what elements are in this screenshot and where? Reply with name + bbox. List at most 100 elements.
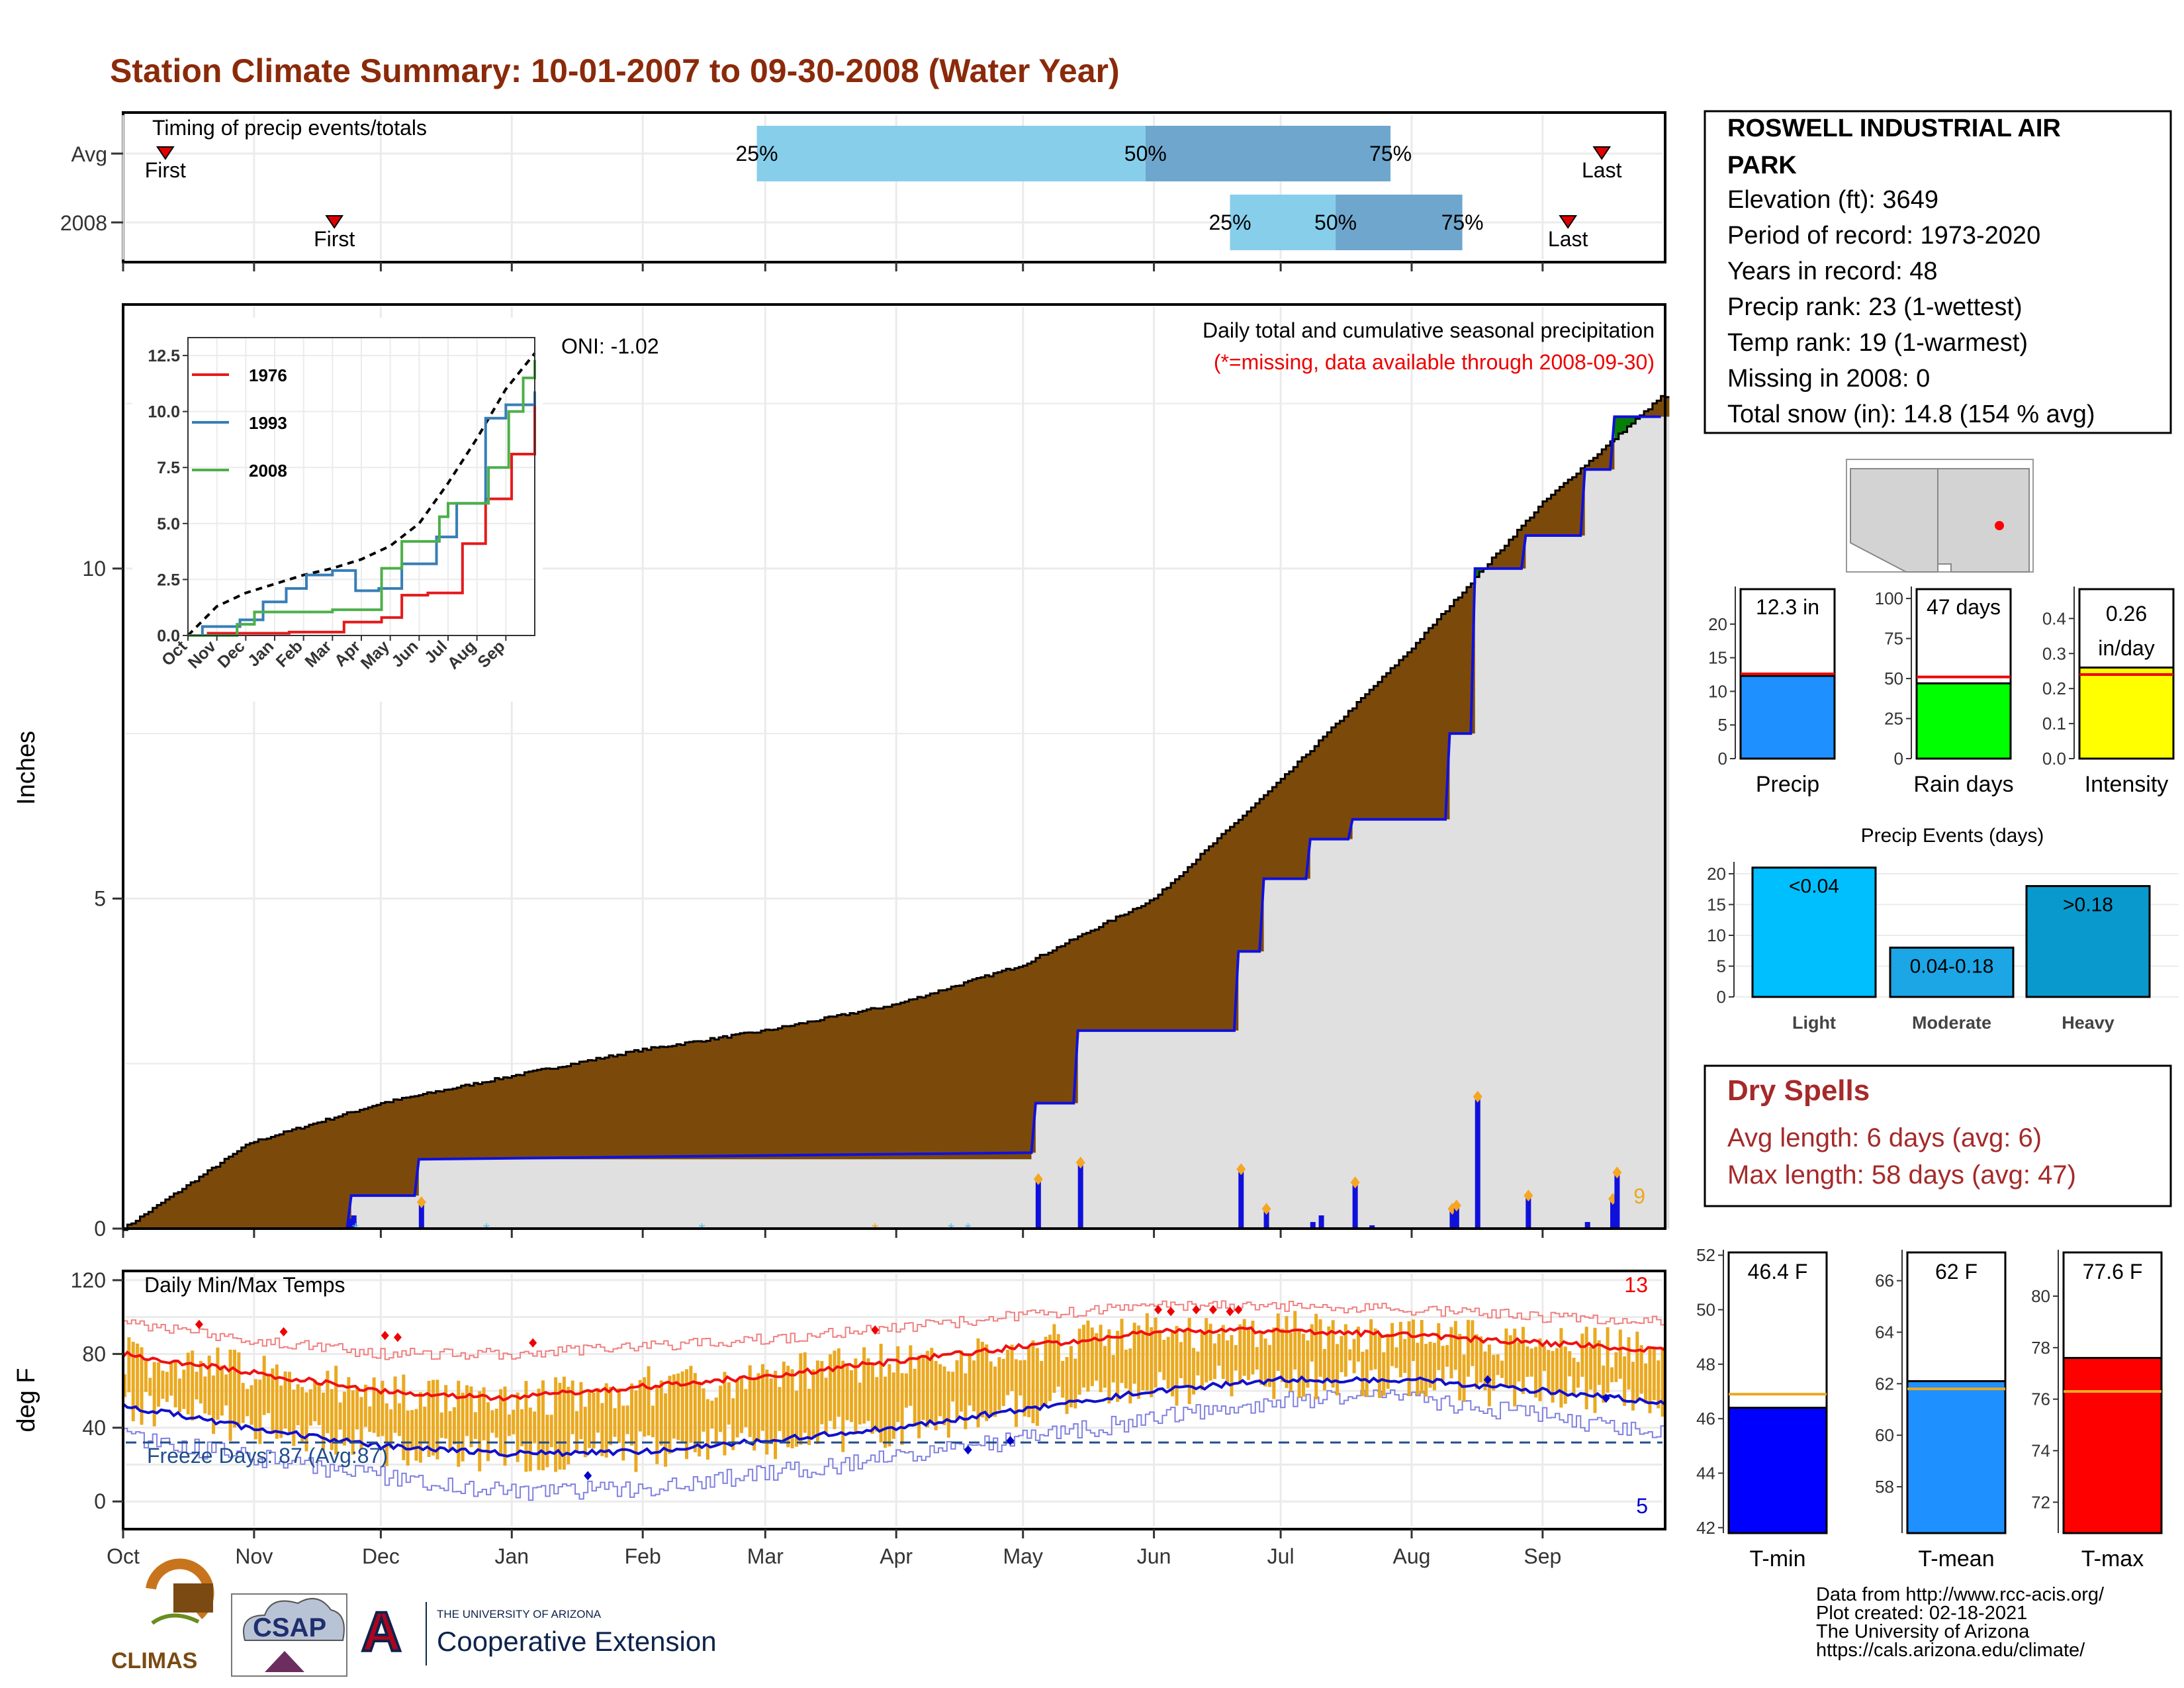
summary-tick-label-2-3: 0.3 bbox=[2042, 643, 2066, 663]
precip-yticks: 0 5 10 bbox=[82, 557, 123, 1241]
y2008-q50-75-bar bbox=[1336, 195, 1463, 250]
temp-summary-tick-label-1-4: 66 bbox=[1875, 1271, 1894, 1291]
precip-ytick-label-1: 5 bbox=[94, 886, 106, 910]
cumulative-average-area bbox=[123, 396, 1670, 1230]
daily-precip-bar-1 bbox=[351, 1215, 357, 1229]
temp-summary-tick-label-0-1: 44 bbox=[1696, 1463, 1715, 1483]
temp-ytick-label-2: 80 bbox=[82, 1342, 106, 1366]
station-snow: Total snow (in): 14.8 (154 % avg) bbox=[1727, 400, 2095, 428]
y2008-last-marker bbox=[1559, 215, 1578, 229]
summary-value-2-a: 0.26 bbox=[2106, 602, 2147, 626]
ua-small-text: THE UNIVERSITY OF ARIZONA bbox=[437, 1608, 602, 1620]
precip-ylabel: Inches bbox=[13, 731, 40, 805]
map-station-marker bbox=[1995, 521, 2004, 530]
inset-bg bbox=[132, 318, 543, 702]
record-low-marker-2 bbox=[1006, 1436, 1015, 1446]
inset-chart: 0.02.55.07.510.012.5OctNovDecJanFebMarAp… bbox=[132, 318, 543, 702]
events-tick-label-1: 5 bbox=[1717, 956, 1726, 976]
csap-cloud bbox=[243, 1597, 345, 1641]
record-high-marker-4 bbox=[529, 1338, 537, 1348]
summary-tick-label-0-1: 5 bbox=[1718, 715, 1727, 735]
events-tick-label-4: 20 bbox=[1707, 864, 1726, 884]
month-label-nov: Nov bbox=[235, 1544, 273, 1568]
record-low-marker-1 bbox=[964, 1445, 972, 1455]
month-label-apr: Apr bbox=[880, 1544, 913, 1568]
avg-q25-50-bar bbox=[756, 126, 1146, 181]
legend-label-2008: 2008 bbox=[249, 461, 287, 481]
record-high-marker-1 bbox=[279, 1327, 288, 1336]
summary-bars: 0 5 10 15 20 12.3 in Precip 0 25 50 75 100 47 days Ra… bbox=[1708, 586, 2175, 797]
footer-line3: The University of Arizona bbox=[1816, 1621, 2030, 1642]
avg-min-line bbox=[122, 1375, 1666, 1458]
timing-row-avg-label: Avg bbox=[71, 142, 107, 166]
daily-precip-bar-10 bbox=[1369, 1225, 1375, 1229]
cumulative-average-line bbox=[123, 395, 1670, 1231]
temp-ytick-label-3: 120 bbox=[71, 1268, 106, 1292]
temp-yticks: 0 40 80 120 bbox=[71, 1268, 123, 1513]
temp-summary-label-2: T-max bbox=[2081, 1546, 2144, 1571]
summary-bar-0 bbox=[1739, 675, 1836, 760]
events-category-2: Heavy bbox=[2062, 1013, 2115, 1033]
missing-note: (*=missing, data available through 2008-… bbox=[1214, 350, 1655, 374]
csap-mountain bbox=[265, 1651, 304, 1672]
temp-summary-tick-label-0-5: 52 bbox=[1696, 1245, 1715, 1265]
temp-panel: deg F 0 40 80 120 Daily Min/Max Temps Freez… bbox=[13, 1268, 1666, 1568]
events-title: Precip Events (days) bbox=[1861, 825, 2044, 847]
legend-label-1993: 1993 bbox=[249, 413, 287, 433]
month-axis: Oct Nov Dec Jan Feb Mar Apr May Jun Jul Aug Sep bbox=[107, 1529, 1561, 1568]
map-arizona-shape bbox=[1850, 468, 1938, 573]
inset-ytick-label-5: 12.5 bbox=[148, 347, 180, 365]
avg-p25-label: 25% bbox=[736, 142, 778, 165]
inset-legend: 1976 1993 2008 bbox=[192, 365, 287, 481]
summary-tick-label-2-4: 0.4 bbox=[2042, 608, 2066, 628]
dry-spells: Dry Spells Avg length: 6 days (avg: 6) M… bbox=[1704, 1064, 2172, 1207]
daily-precip-marker-17 bbox=[1612, 1166, 1622, 1179]
daily-precip-bar-11 bbox=[1449, 1209, 1455, 1229]
summary-label-1: Rain days bbox=[1913, 772, 2013, 797]
climas-logo: CLIMAS bbox=[111, 1558, 214, 1673]
month-label-jun: Jun bbox=[1137, 1544, 1171, 1568]
daily-precip-bar-17 bbox=[1614, 1172, 1620, 1229]
temp-summary-tick-label-0-0: 42 bbox=[1696, 1518, 1715, 1538]
events-tick-label-3: 15 bbox=[1707, 894, 1726, 914]
record-low-marker-4 bbox=[1602, 1393, 1610, 1403]
daily-precip-marker-5 bbox=[1236, 1163, 1246, 1176]
summary-tick-label-1-0: 0 bbox=[1894, 749, 1903, 769]
temp-ytick-label-1: 40 bbox=[82, 1416, 106, 1440]
station-name-line1: ROSWELL INDUSTRIAL AIR bbox=[1727, 115, 2061, 142]
precip-panel: * * * * * * Inches 0 5 10 ONI: -1.02 Daily tota… bbox=[13, 303, 1670, 1241]
timing-row-2008-label: 2008 bbox=[60, 211, 107, 235]
events-bar-heavy bbox=[2025, 885, 2151, 998]
record-high-marker-9 bbox=[1208, 1305, 1217, 1315]
record-high-marker-10 bbox=[1226, 1307, 1234, 1317]
daily-precip-marker-2 bbox=[416, 1196, 426, 1209]
station-precip-rank: Precip rank: 23 (1-wettest) bbox=[1727, 293, 2023, 321]
temp-ylabel: deg F bbox=[13, 1368, 40, 1432]
summary-bar-2 bbox=[2078, 666, 2175, 760]
summary-tick-label-0-2: 10 bbox=[1708, 681, 1727, 701]
inset-ytick-label-1: 2.5 bbox=[157, 571, 180, 589]
daily-precip-marker-3 bbox=[1033, 1173, 1043, 1186]
daily-precip-bar-15 bbox=[1584, 1222, 1590, 1229]
events-range-0: <0.04 bbox=[1789, 876, 1839, 898]
y2008-p25-label: 25% bbox=[1208, 211, 1251, 234]
summary-value-0: 12.3 in bbox=[1756, 595, 1819, 619]
daily-precip-bar-4 bbox=[1077, 1162, 1083, 1229]
daily-precip-bar-2 bbox=[418, 1202, 424, 1229]
temp-summary-tick-label-2-3: 78 bbox=[2031, 1338, 2050, 1358]
map-new-mexico-shape bbox=[1937, 468, 2030, 573]
precip-panel-frame bbox=[122, 303, 1666, 1230]
temp-summary-tick-label-0-3: 48 bbox=[1696, 1354, 1715, 1374]
inset-ytick-label-4: 10.0 bbox=[148, 403, 180, 422]
temp-summary-bar-0 bbox=[1727, 1407, 1828, 1534]
temp-summary-tick-label-2-1: 74 bbox=[2031, 1440, 2050, 1460]
station-info: ROSWELL INDUSTRIAL AIR PARK Elevation (f… bbox=[1704, 110, 2172, 434]
record-high-count: 13 bbox=[1624, 1273, 1648, 1297]
month-label-dec: Dec bbox=[362, 1544, 400, 1568]
summary-tick-label-2-2: 0.2 bbox=[2042, 679, 2066, 698]
summary-label-0: Precip bbox=[1756, 772, 1819, 797]
record-low-count: 5 bbox=[1636, 1494, 1648, 1518]
month-label-jul: Jul bbox=[1267, 1544, 1295, 1568]
events-tick-label-2: 10 bbox=[1707, 925, 1726, 945]
timing-bars bbox=[156, 126, 1612, 250]
